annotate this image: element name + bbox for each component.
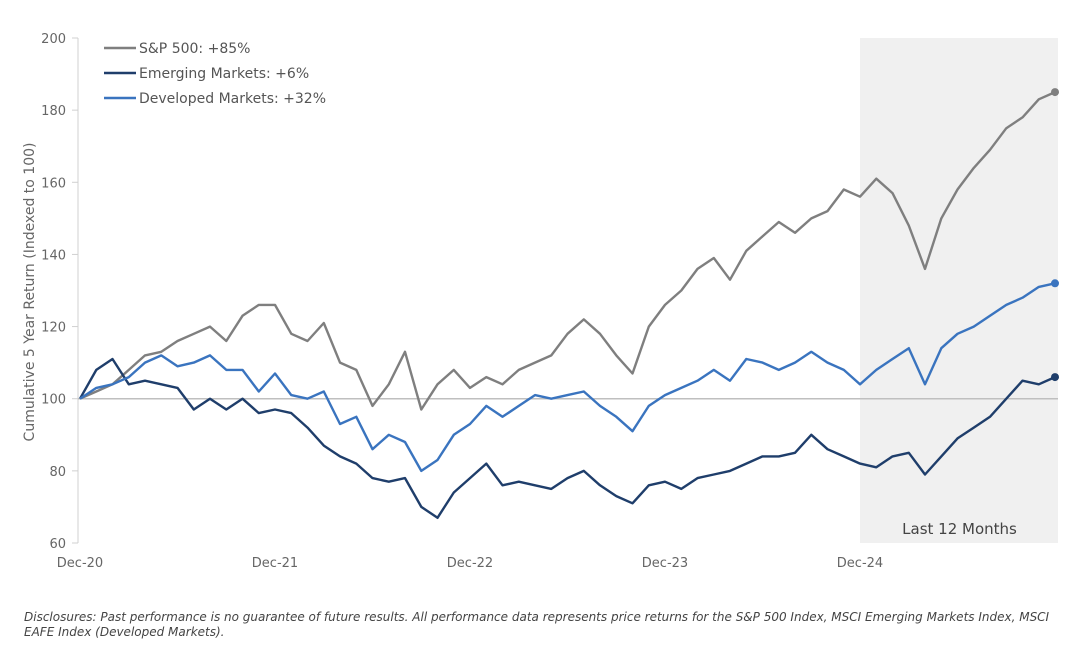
x-tick-label: Dec-21 [252,556,298,571]
y-tick-label: 180 [41,104,66,119]
y-axis-title: Cumulative 5 Year Return (Indexed to 100… [22,143,38,442]
y-tick-label: 140 [41,248,66,263]
y-tick-label: 120 [41,321,66,336]
legend-label: Emerging Markets: +6% [139,66,309,82]
legend-label: Developed Markets: +32% [139,91,326,107]
y-tick-label: 100 [41,393,66,408]
x-tick-label: Dec-20 [57,556,103,571]
disclosure-text: Disclosures: Past performance is no guar… [24,610,1050,639]
last-12-months-shading [860,38,1058,543]
y-tick-label: 80 [49,465,66,480]
series-line-0 [79,91,1056,411]
x-tick-label: Dec-23 [642,556,688,571]
shaded-region-label: Last 12 Months [902,520,1017,538]
legend-label: S&P 500: +85% [139,41,250,57]
x-tick-label: Dec-22 [447,556,493,571]
legend: S&P 500: +85% Emerging Markets: +6% Develo… [104,41,326,107]
series-end-point [1051,373,1059,382]
x-tick-label: Dec-24 [837,556,883,571]
series-end-point [1051,88,1059,97]
y-tick-label: 200 [41,32,66,47]
series-line-1 [78,357,1056,519]
series-end-point [1051,279,1059,288]
y-tick-label: 60 [49,537,66,552]
y-tick-label: 160 [41,176,66,191]
series-line-2 [79,282,1056,473]
